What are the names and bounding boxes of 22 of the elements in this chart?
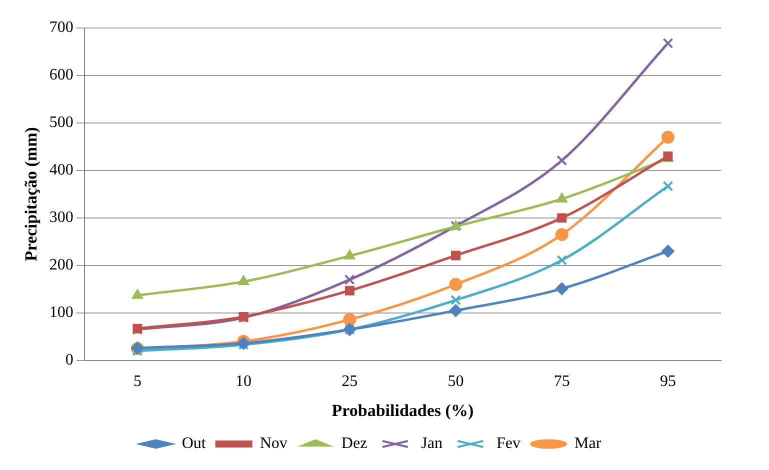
y-tick-label: 400 — [49, 162, 74, 179]
y-tick-label: 500 — [49, 114, 74, 132]
y-tick-label: 100 — [49, 304, 74, 322]
x-tick-label: 75 — [554, 373, 570, 390]
x-tick-label: 10 — [236, 373, 252, 390]
x-tick-label: 95 — [660, 373, 676, 390]
legend-label: Mar — [574, 435, 602, 452]
legend-label: Dez — [341, 435, 368, 452]
legend-label: Fev — [496, 435, 520, 452]
y-tick-label: 200 — [49, 256, 74, 274]
legend-label: Nov — [260, 435, 288, 452]
x-tick-label: 50 — [448, 373, 464, 390]
legend-label: Jan — [421, 435, 442, 452]
legend-label: Out — [182, 435, 206, 452]
x-tick-label: 25 — [342, 373, 358, 390]
y-tick-label: 300 — [49, 209, 74, 226]
y-axis-title: Precipitação (mm) — [22, 127, 41, 262]
x-axis-title: Probabilidades (%) — [332, 401, 474, 420]
y-tick-label: 0 — [65, 352, 74, 369]
x-tick-label: 5 — [133, 373, 142, 390]
y-tick-label: 600 — [49, 66, 74, 84]
y-tick-label: 700 — [49, 19, 74, 36]
